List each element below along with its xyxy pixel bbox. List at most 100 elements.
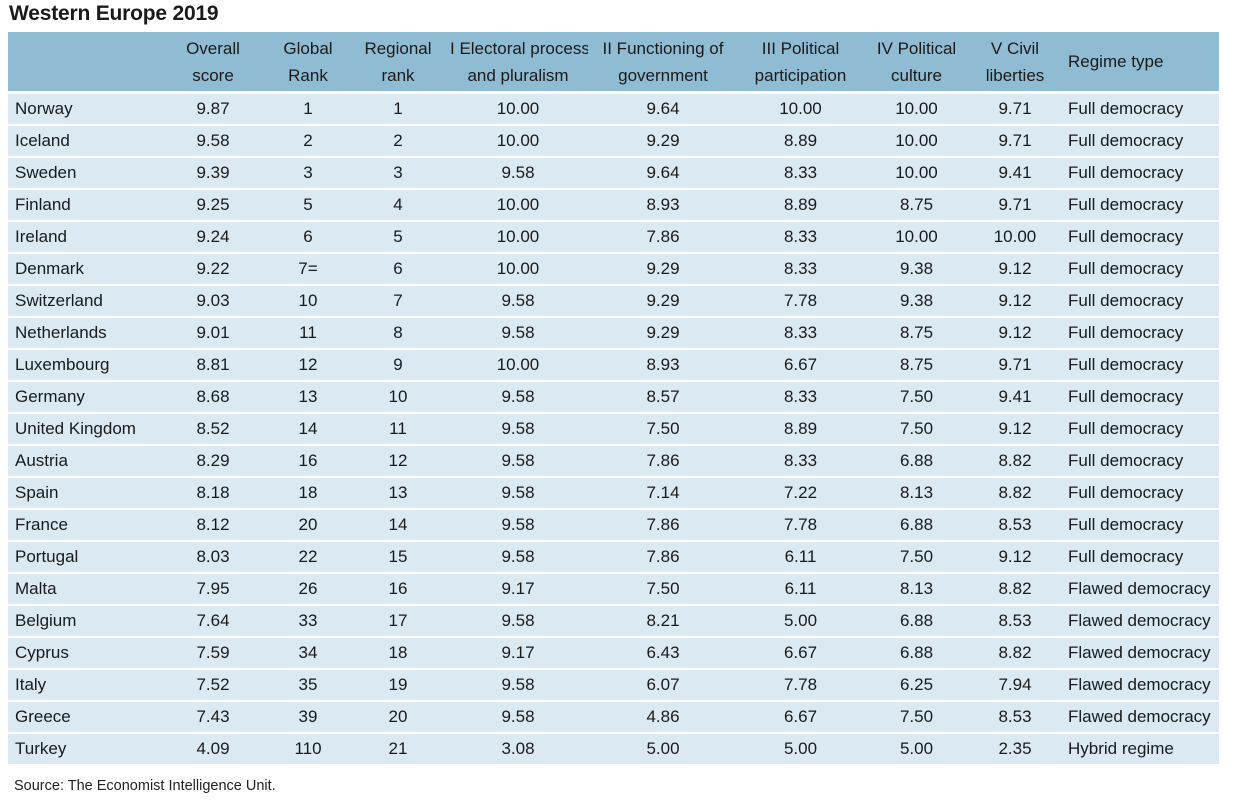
cell-functioning-of-government: 6.07 [588,670,738,702]
cell-overall-score: 7.59 [158,638,268,670]
cell-functioning-of-government: 9.29 [588,254,738,286]
cell-regime-type: Full democracy [1060,286,1219,318]
cell-global-rank: 14 [268,414,348,446]
cell-civil-liberties: 9.12 [970,542,1060,574]
cell-country: Austria [8,446,158,478]
cell-political-culture: 6.88 [863,510,970,542]
cell-overall-score: 8.52 [158,414,268,446]
cell-civil-liberties: 9.71 [970,350,1060,382]
cell-global-rank: 11 [268,318,348,350]
column-header-regime-type: Regime type [1060,32,1219,94]
column-header-functioning-of-government: II Functioning of government [588,32,738,94]
cell-political-culture: 5.00 [863,734,970,766]
cell-political-culture: 6.88 [863,638,970,670]
cell-overall-score: 9.01 [158,318,268,350]
cell-political-culture: 6.88 [863,446,970,478]
cell-regional-rank: 17 [348,606,448,638]
table-body: Norway 9.87 1 1 10.00 9.64 10.00 10.00 9.71 Full … [8,94,1219,766]
cell-civil-liberties: 8.82 [970,574,1060,606]
table-row: Malta 7.95 26 16 9.17 7.50 6.11 8.13 8.82 Flawed … [8,574,1219,606]
cell-overall-score: 8.18 [158,478,268,510]
table-row: Netherlands 9.01 11 8 9.58 9.29 8.33 8.75 9.12 Fu… [8,318,1219,350]
cell-overall-score: 8.68 [158,382,268,414]
cell-regime-type: Full democracy [1060,190,1219,222]
cell-regime-type: Full democracy [1060,254,1219,286]
cell-regional-rank: 8 [348,318,448,350]
cell-country: United Kingdom [8,414,158,446]
cell-regional-rank: 21 [348,734,448,766]
cell-civil-liberties: 7.94 [970,670,1060,702]
cell-regime-type: Full democracy [1060,318,1219,350]
cell-country: Sweden [8,158,158,190]
cell-civil-liberties: 10.00 [970,222,1060,254]
table-row: Iceland 9.58 2 2 10.00 9.29 8.89 10.00 9.71 Full … [8,126,1219,158]
cell-overall-score: 4.09 [158,734,268,766]
cell-political-participation: 6.11 [738,574,863,606]
cell-political-culture: 7.50 [863,382,970,414]
cell-global-rank: 6 [268,222,348,254]
table-row: Ireland 9.24 6 5 10.00 7.86 8.33 10.00 10.00 Full… [8,222,1219,254]
cell-political-participation: 8.89 [738,190,863,222]
cell-functioning-of-government: 8.57 [588,382,738,414]
cell-functioning-of-government: 9.29 [588,318,738,350]
column-header-political-culture: IV Political culture [863,32,970,94]
cell-country: Spain [8,478,158,510]
cell-global-rank: 22 [268,542,348,574]
cell-overall-score: 8.81 [158,350,268,382]
cell-civil-liberties: 9.12 [970,414,1060,446]
table-row: Austria 8.29 16 12 9.58 7.86 8.33 6.88 8.82 Full … [8,446,1219,478]
cell-overall-score: 7.64 [158,606,268,638]
table-row: Turkey 4.09 110 21 3.08 5.00 5.00 5.00 2.35 Hybri… [8,734,1219,766]
table-title: Western Europe 2019 [9,2,219,25]
column-header-global-rank: Global Rank [268,32,348,94]
column-header-overall-score: Overall score [158,32,268,94]
cell-overall-score: 9.22 [158,254,268,286]
cell-regime-type: Flawed democracy [1060,670,1219,702]
cell-country: Cyprus [8,638,158,670]
table-row: Sweden 9.39 3 3 9.58 9.64 8.33 10.00 9.41 Full de… [8,158,1219,190]
cell-regime-type: Full democracy [1060,382,1219,414]
cell-country: Belgium [8,606,158,638]
cell-regime-type: Full democracy [1060,446,1219,478]
cell-political-culture: 7.50 [863,702,970,734]
cell-civil-liberties: 8.53 [970,702,1060,734]
cell-civil-liberties: 8.82 [970,446,1060,478]
cell-political-culture: 10.00 [863,222,970,254]
cell-regional-rank: 14 [348,510,448,542]
cell-political-participation: 8.33 [738,446,863,478]
cell-political-participation: 8.33 [738,382,863,414]
cell-political-participation: 6.11 [738,542,863,574]
cell-regime-type: Flawed democracy [1060,702,1219,734]
cell-regime-type: Full democracy [1060,126,1219,158]
cell-functioning-of-government: 7.14 [588,478,738,510]
cell-regional-rank: 5 [348,222,448,254]
cell-functioning-of-government: 7.86 [588,446,738,478]
cell-political-culture: 8.13 [863,574,970,606]
cell-civil-liberties: 9.12 [970,286,1060,318]
cell-political-participation: 6.67 [738,638,863,670]
cell-electoral-process: 10.00 [448,126,588,158]
table-row: Finland 9.25 5 4 10.00 8.93 8.89 8.75 9.71 Full d… [8,190,1219,222]
cell-global-rank: 13 [268,382,348,414]
cell-political-participation: 5.00 [738,734,863,766]
cell-regime-type: Full democracy [1060,222,1219,254]
cell-political-participation: 7.78 [738,286,863,318]
cell-country: Iceland [8,126,158,158]
cell-political-participation: 8.33 [738,158,863,190]
cell-global-rank: 5 [268,190,348,222]
cell-electoral-process: 9.58 [448,702,588,734]
header-row: Overall score Global Rank Regional rank I E… [8,32,1219,94]
cell-electoral-process: 9.58 [448,382,588,414]
table-row: Luxembourg 8.81 12 9 10.00 8.93 6.67 8.75 9.71 Fu… [8,350,1219,382]
cell-overall-score: 8.03 [158,542,268,574]
cell-civil-liberties: 9.71 [970,126,1060,158]
cell-political-culture: 8.75 [863,190,970,222]
cell-regional-rank: 6 [348,254,448,286]
cell-regime-type: Full democracy [1060,158,1219,190]
cell-overall-score: 8.12 [158,510,268,542]
cell-functioning-of-government: 8.93 [588,350,738,382]
cell-regime-type: Full democracy [1060,478,1219,510]
cell-regional-rank: 19 [348,670,448,702]
cell-country: Malta [8,574,158,606]
cell-overall-score: 9.87 [158,94,268,126]
